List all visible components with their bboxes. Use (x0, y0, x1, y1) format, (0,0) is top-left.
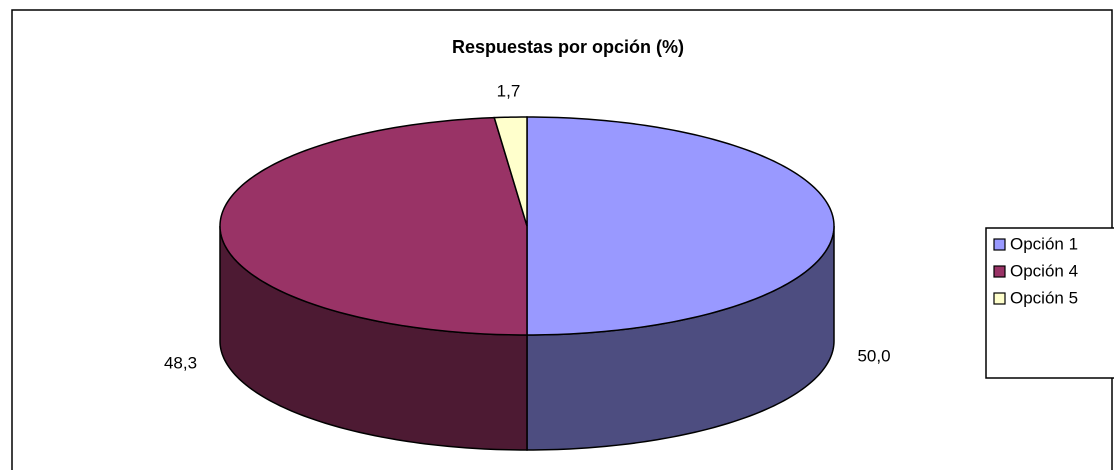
legend-swatch (993, 265, 1006, 278)
legend-label: Opción 4 (1010, 261, 1078, 280)
legend-swatch (993, 292, 1006, 305)
legend-label: Opción 1 (1010, 234, 1078, 253)
legend-swatch (993, 238, 1006, 251)
chart-title: Respuestas por opción (%) (452, 37, 684, 57)
pie-slice (219, 116, 528, 336)
data-label: 1,7 (497, 82, 521, 101)
pie-slice (526, 116, 835, 336)
data-label: 50,0 (857, 346, 890, 365)
pie-slice (493, 116, 528, 227)
data-label: 48,3 (164, 354, 197, 373)
legend-label: Opción 5 (1010, 288, 1078, 307)
legend-box (985, 227, 1114, 379)
